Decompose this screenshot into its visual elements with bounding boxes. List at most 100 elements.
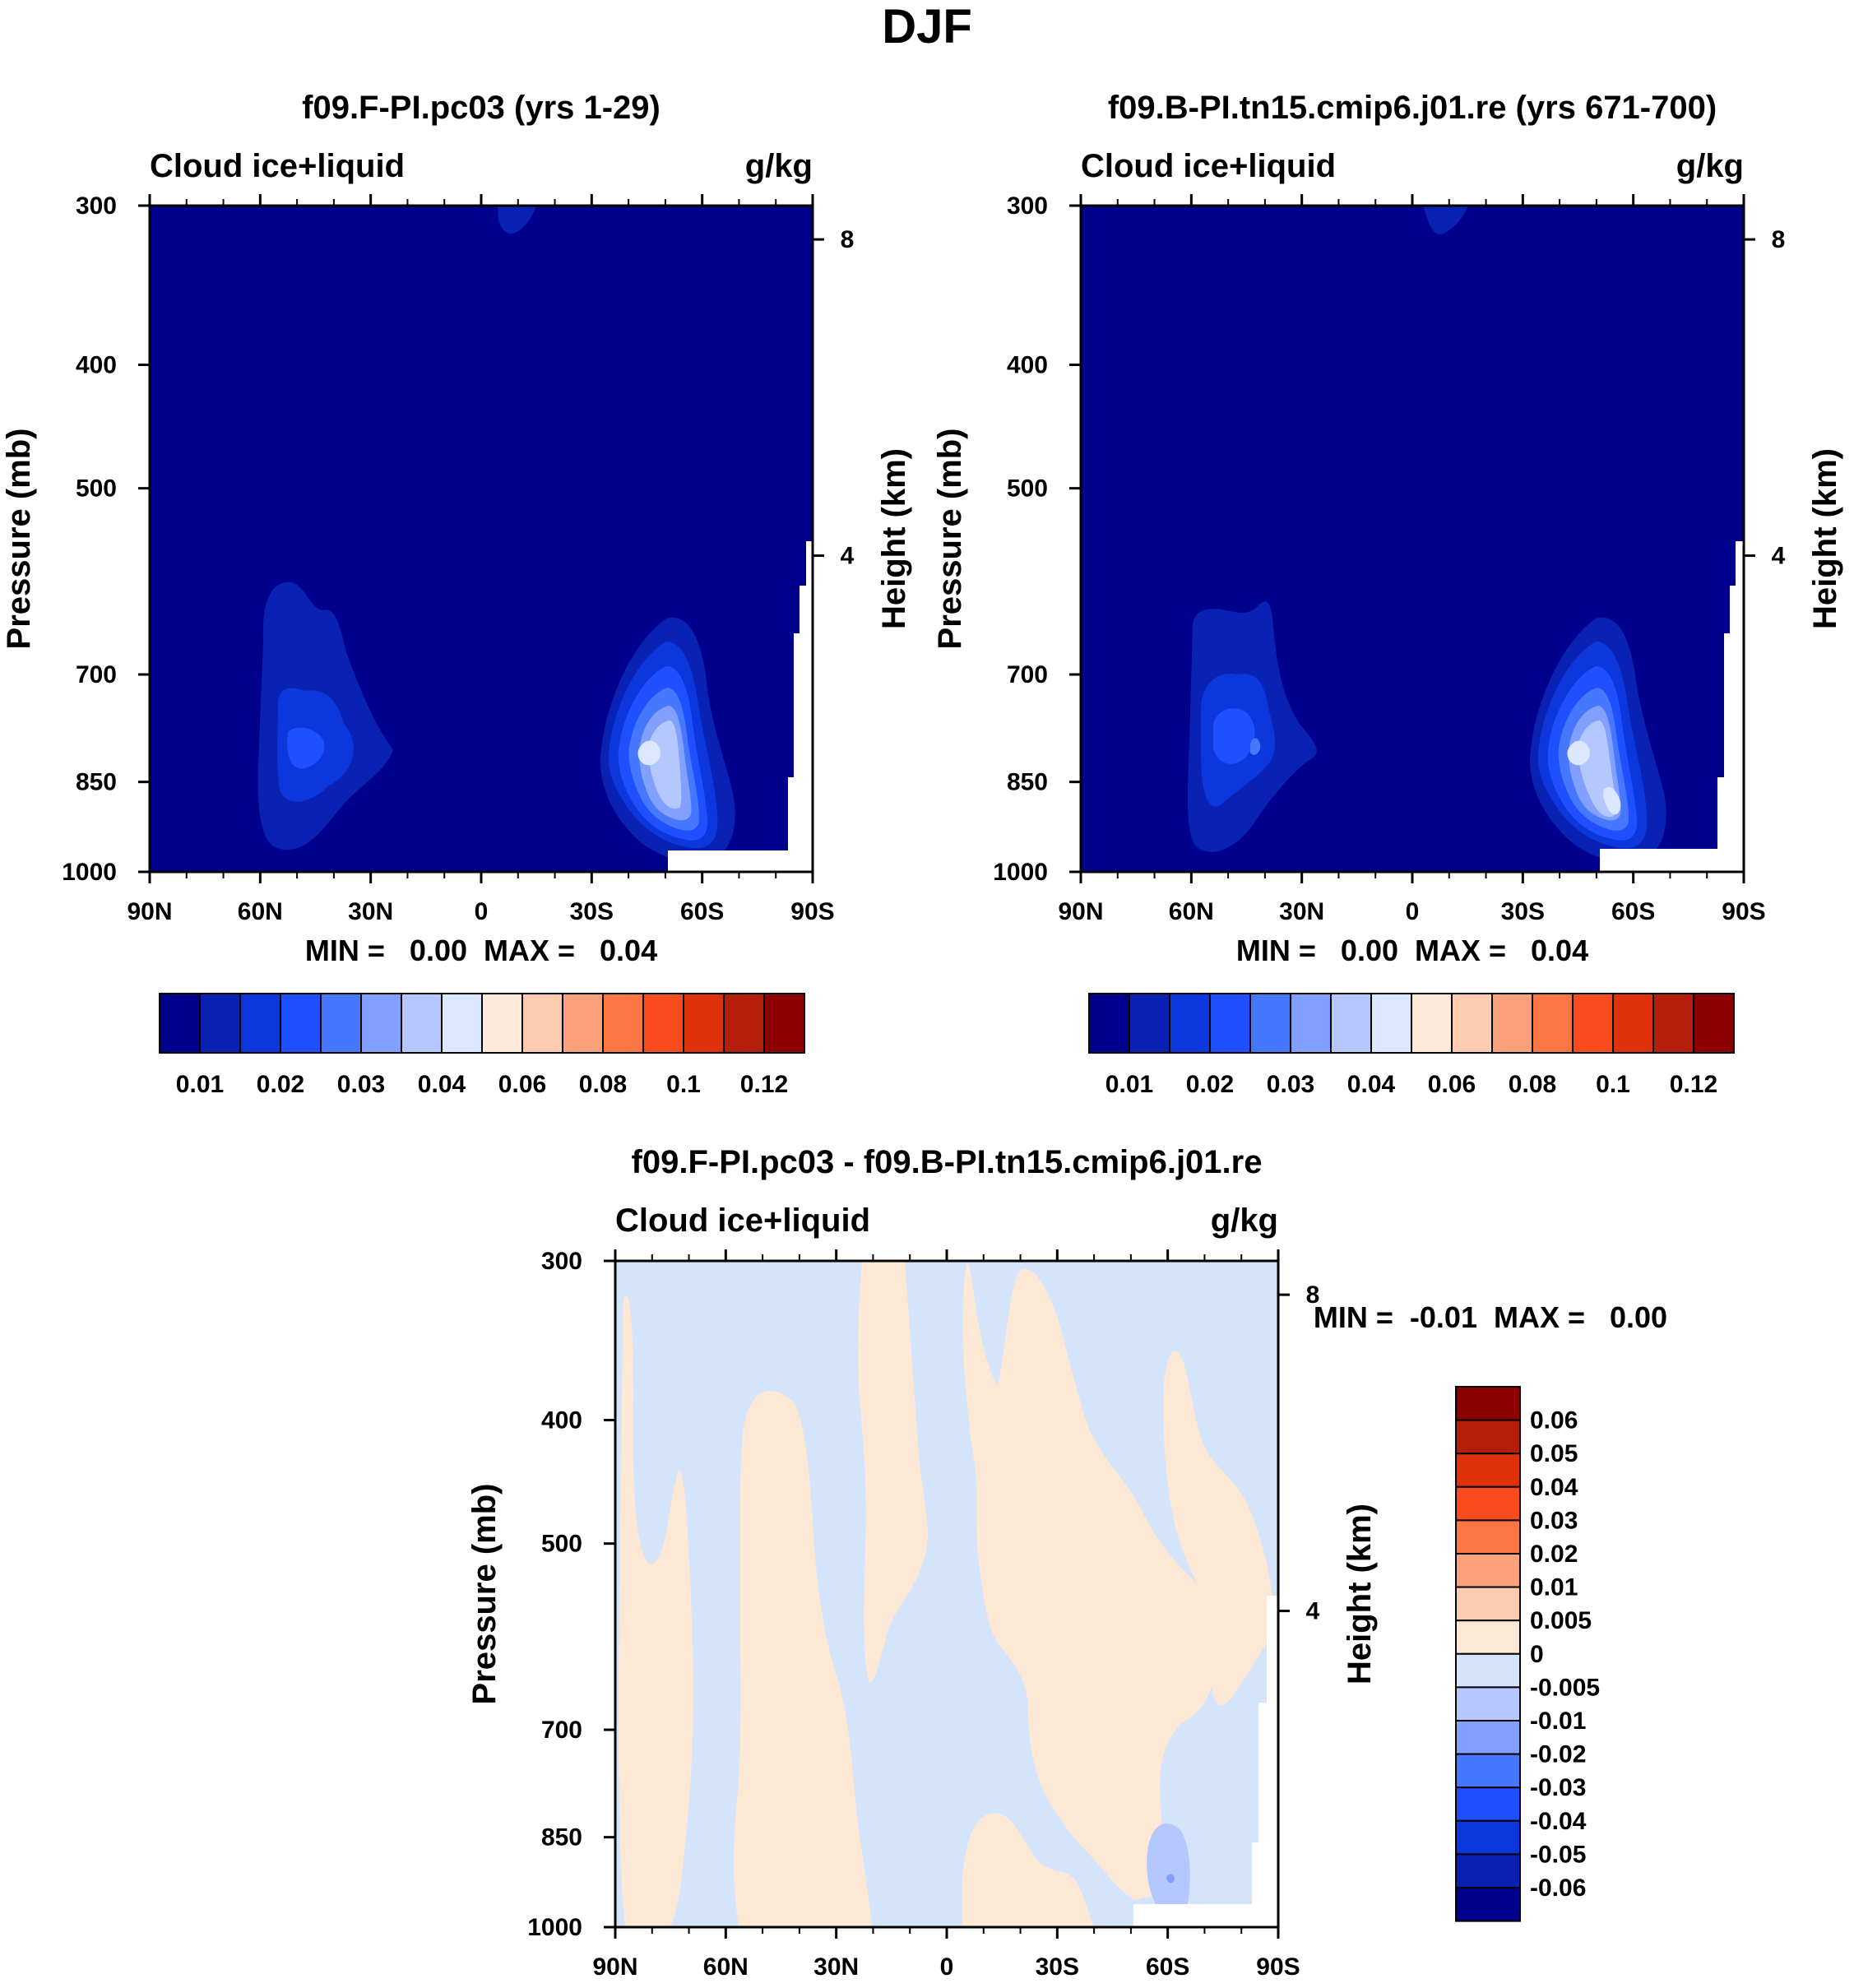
panel-b-colorbar-box (1652, 993, 1694, 1054)
panel-b-missing-region (1600, 541, 1744, 872)
panel-c-colorbar-label: 0.02 (1530, 1541, 1578, 1568)
panel-b-colorbar-box (1411, 993, 1453, 1054)
panel-b-colorbar-label: 0.04 (1347, 1071, 1396, 1098)
panel-a-colorbar-box (683, 993, 725, 1054)
panel-a: f09.F-PI.pc03 (yrs 1-29) Cloud ice+liqui… (1, 90, 912, 1098)
panel-c-colorbar-label: -0.005 (1530, 1674, 1600, 1701)
panel-a-ytick-label: 500 (76, 475, 117, 503)
panel-a-blob-sh-6 (648, 721, 682, 809)
panel-c-colorbar-box (1455, 1419, 1521, 1455)
panel-a-colorbar-box (401, 993, 443, 1054)
panel-b-ytick-label: 1000 (993, 859, 1048, 886)
panel-b-y2tick-label: 4 (1772, 543, 1786, 570)
panel-a-colorbar-label: 0.06 (498, 1071, 546, 1098)
panel-b-y2tick-label: 8 (1772, 226, 1786, 253)
panel-b-ytick-label: 400 (1007, 352, 1048, 379)
panel-c-ytick-label: 1000 (527, 1914, 582, 1941)
panel-b-colorbar-box (1290, 993, 1332, 1054)
panel-a-y2-axis-title: Height (km) (876, 448, 912, 629)
panel-b-colorbar-box (1330, 993, 1372, 1054)
panel-a-colorbar-box (642, 993, 684, 1054)
panel-b-y-axis-title: Pressure (mb) (932, 429, 968, 650)
panel-a-xtick-label: 90N (127, 898, 172, 925)
panel-a-ytick-label: 700 (76, 661, 117, 688)
panel-a-variable-label: Cloud ice+liquid (150, 148, 405, 184)
panel-a-colorbar-label: 0.02 (257, 1071, 304, 1098)
panel-b-blob-sh-core2 (1603, 786, 1621, 815)
panel-a-colorbar-box (481, 993, 523, 1054)
panel-c-colorbar-label: 0.005 (1530, 1607, 1592, 1634)
panel-a-xtick-label: 90S (790, 898, 834, 925)
panel-a-y2tick-label: 8 (841, 226, 855, 253)
panel-c-colorbar-box (1455, 1786, 1521, 1822)
panel-c-y2tick-label: 4 (1306, 1598, 1320, 1625)
panel-b-colorbar-label: 0.03 (1267, 1071, 1314, 1098)
panel-a-colorbar-label: 0.08 (579, 1071, 627, 1098)
panel-c-colorbar-label: 0.05 (1530, 1440, 1578, 1467)
panel-c-plot-area (615, 1261, 1278, 1927)
panel-c-xtick-label: 30S (1036, 1953, 1079, 1981)
panel-b-colorbar-box (1572, 993, 1614, 1054)
panel-c-pos-region-1 (734, 1390, 872, 1927)
panel-a-xtick-label: 60S (680, 898, 724, 925)
panel-c-colorbar: 0.06 0.05 0.04 0.03 0.02 0.01 0.005 0 -0.005 -0.0… (1455, 1386, 1600, 1922)
panel-a-missing-region (668, 541, 813, 872)
panel-b-title: f09.B-PI.tn15.cmip6.j01.re (yrs 671-700) (1108, 90, 1717, 126)
panel-b-colorbar-box (1491, 993, 1533, 1054)
panel-c-stats: MIN = -0.01 MAX = 0.00 (1314, 1300, 1667, 1334)
panel-c-colorbar-box (1455, 1386, 1521, 1421)
panel-a-xtick-label: 30N (348, 898, 393, 925)
panel-b-colorbar-box (1693, 993, 1735, 1054)
panel-c-colorbar-box (1455, 1652, 1521, 1689)
panel-a-colorbar-box (199, 993, 241, 1054)
panel-c-xtick-label: 90N (592, 1953, 637, 1981)
panel-c-colorbar-box (1455, 1819, 1521, 1856)
panel-b-units-label: g/kg (1676, 148, 1744, 184)
panel-c-colorbar-box (1455, 1686, 1521, 1722)
panel-a-colorbar-label: 0.03 (337, 1071, 385, 1098)
panel-b-ytick-label: 300 (1007, 192, 1048, 220)
panel-a-colorbar-box (763, 993, 805, 1054)
panel-b-colorbar-box (1451, 993, 1493, 1054)
panel-a-ytick-label: 1000 (62, 859, 117, 886)
panel-b-ytick-label: 700 (1007, 661, 1048, 688)
panel-c-ytick-label: 300 (541, 1248, 582, 1275)
panel-a-ytick-label: 850 (76, 769, 117, 796)
panel-a-stats: MIN = 0.00 MAX = 0.04 (305, 934, 657, 967)
panel-b-xtick-label: 90S (1722, 898, 1765, 925)
panel-c-colorbar-label: 0.04 (1530, 1474, 1578, 1501)
panel-b-xtick-label: 30S (1501, 898, 1545, 925)
panel-a-ytick-label: 300 (76, 192, 117, 220)
panel-a-ticks: 90N 60N 30N 0 30S 60S 90S 300 400 500 700 850 1000 8 4 (62, 192, 854, 925)
panel-c-colorbar-box (1455, 1887, 1521, 1922)
panel-c-ytick-label: 500 (541, 1531, 582, 1558)
panel-c-neg-region-small (1147, 1823, 1190, 1916)
panel-a-colorbar-box (360, 993, 402, 1054)
panel-a-blob-top (498, 206, 536, 234)
panel-b-colorbar: 0.01 0.02 0.03 0.04 0.06 0.08 0.1 0.12 (1088, 993, 1735, 1098)
panel-c: f09.F-PI.pc03 - f09.B-PI.tn15.cmip6.j01.… (466, 1144, 1667, 1981)
panel-a-colorbar-box (320, 993, 362, 1054)
panel-a-colorbar-box (239, 993, 281, 1054)
panel-c-colorbar-label: -0.05 (1530, 1841, 1586, 1868)
panel-a-plot-area (150, 206, 813, 872)
panel-c-xtick-label: 0 (940, 1953, 954, 1981)
panel-b-colorbar-label: 0.1 (1596, 1071, 1630, 1098)
panel-a-ytick-label: 400 (76, 352, 117, 379)
panel-a-colorbar-label: 0.1 (666, 1071, 701, 1098)
panel-a-xtick-label: 0 (475, 898, 489, 925)
panel-b-variable-label: Cloud ice+liquid (1081, 148, 1336, 184)
panel-b-xtick-label: 60S (1611, 898, 1655, 925)
panel-b-colorbar-box (1532, 993, 1574, 1054)
panel-a-colorbar: 0.01 0.02 0.03 0.04 0.06 0.08 0.1 0.12 (159, 993, 805, 1098)
panel-b-xtick-label: 0 (1406, 898, 1420, 925)
panel-a-y-axis-title: Pressure (mb) (1, 429, 37, 650)
panel-a-blob-nh-core (287, 727, 325, 769)
panel-b-ytick-label: 850 (1007, 769, 1048, 796)
panel-c-colorbar-box (1455, 1519, 1521, 1555)
panel-c-colorbar-box (1455, 1720, 1521, 1755)
panel-b-xtick-label: 30N (1279, 898, 1324, 925)
panel-c-colorbar-box (1455, 1453, 1521, 1488)
panel-c-colorbar-label: 0 (1530, 1641, 1544, 1668)
panel-c-variable-label: Cloud ice+liquid (615, 1203, 870, 1239)
